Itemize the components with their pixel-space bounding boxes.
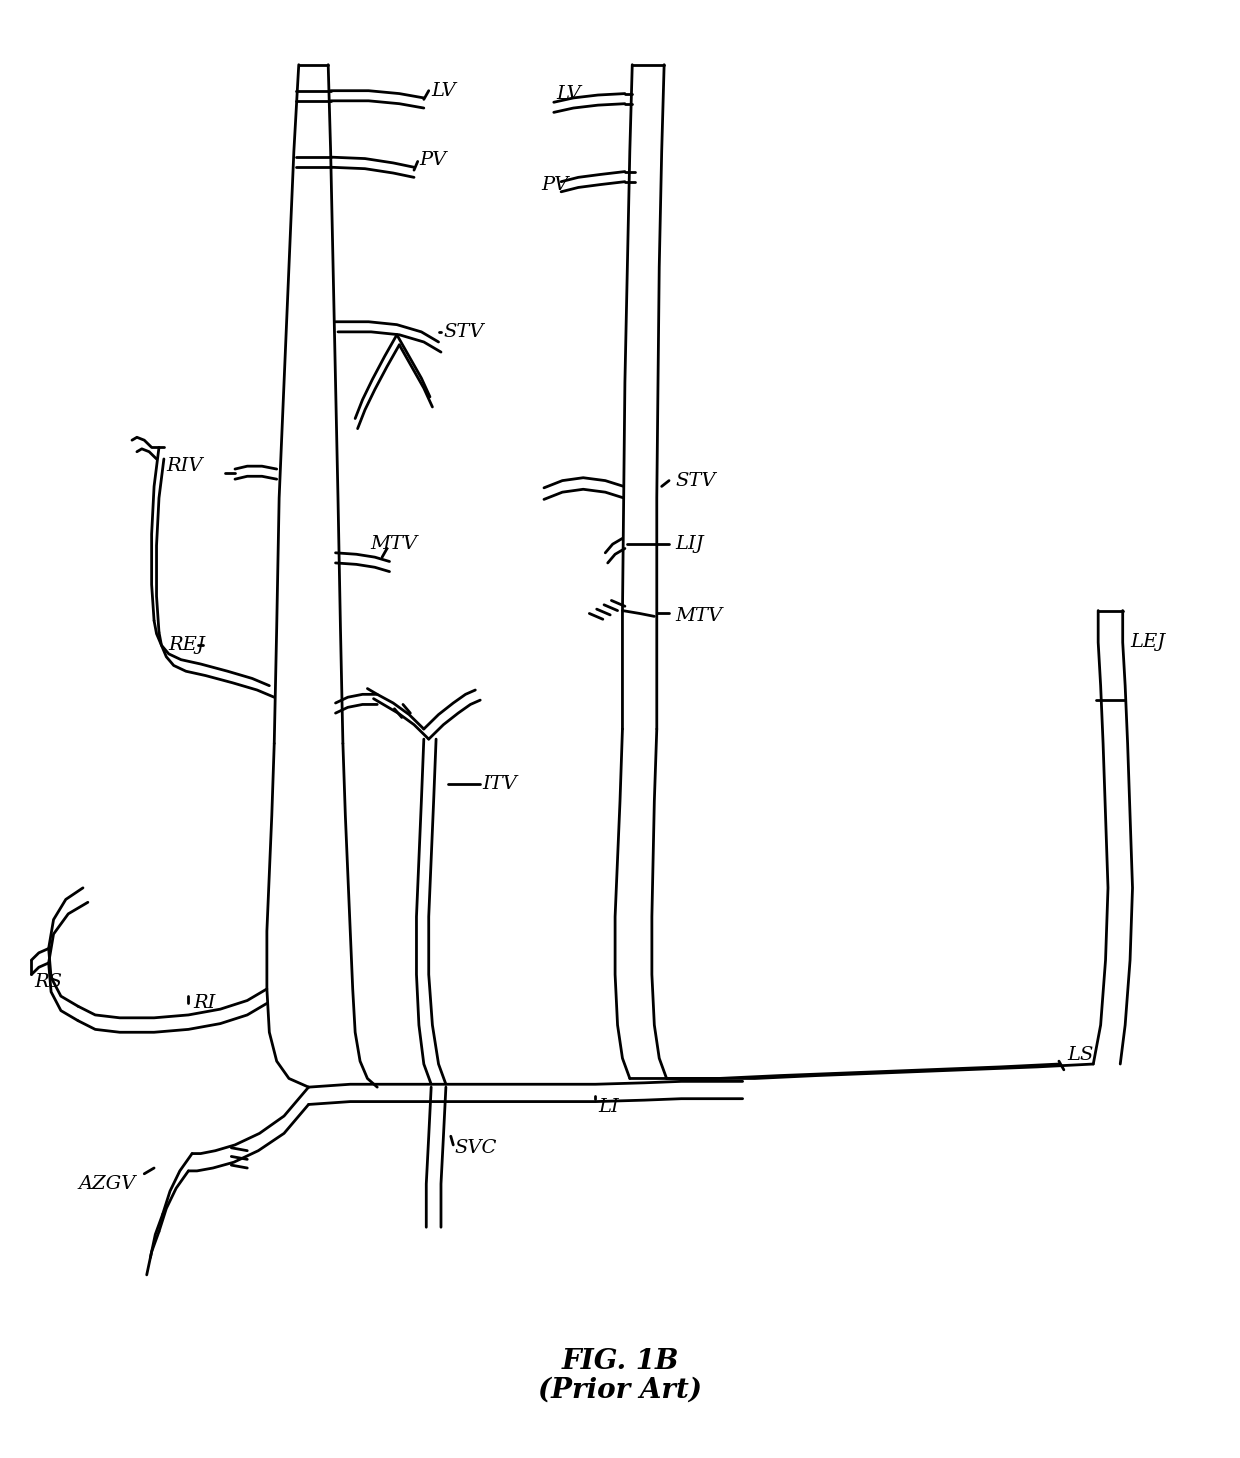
Text: LEJ: LEJ xyxy=(1130,633,1166,652)
Text: PV: PV xyxy=(419,152,446,169)
Text: REJ: REJ xyxy=(169,636,206,655)
Text: LIJ: LIJ xyxy=(675,535,704,553)
Text: AZGV: AZGV xyxy=(78,1175,135,1193)
Text: LI: LI xyxy=(598,1098,619,1117)
Text: STV: STV xyxy=(675,471,715,490)
Text: LS: LS xyxy=(1068,1047,1094,1064)
Text: RI: RI xyxy=(193,994,216,1012)
Text: PV: PV xyxy=(542,175,569,194)
Text: ITV: ITV xyxy=(482,774,517,793)
Text: LV: LV xyxy=(432,82,456,99)
Text: MTV: MTV xyxy=(675,608,723,625)
Text: FIG. 1B: FIG. 1B xyxy=(562,1349,678,1375)
Text: MTV: MTV xyxy=(370,535,417,553)
Text: RS: RS xyxy=(33,972,62,991)
Text: LV: LV xyxy=(557,85,582,102)
Text: STV: STV xyxy=(444,322,484,341)
Text: RIV: RIV xyxy=(166,458,203,475)
Text: (Prior Art): (Prior Art) xyxy=(538,1376,702,1404)
Text: SVC: SVC xyxy=(455,1139,497,1156)
